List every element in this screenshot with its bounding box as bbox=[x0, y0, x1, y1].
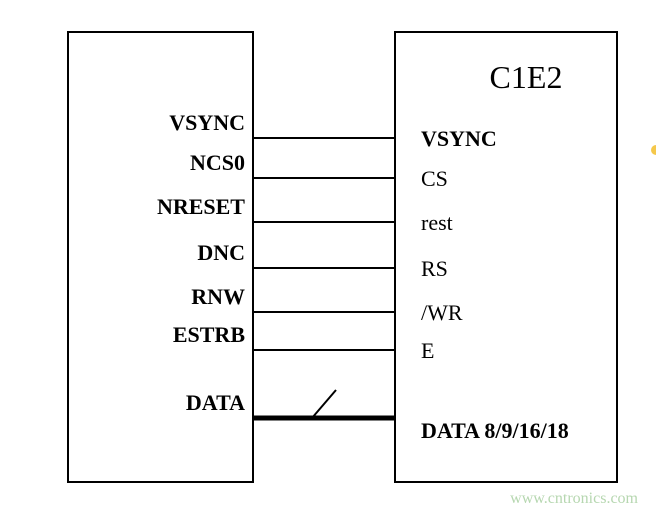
left-pin-label: RNW bbox=[191, 284, 245, 309]
right-pin-label: VSYNC bbox=[421, 126, 497, 151]
right-pin-label: rest bbox=[421, 210, 453, 235]
left-pin-label: VSYNC bbox=[169, 110, 245, 135]
watermark-text: www.cntronics.com bbox=[510, 490, 638, 507]
right-pin-label: /WR bbox=[421, 300, 463, 325]
right-pin-label: CS bbox=[421, 166, 448, 191]
right-pin-label: RS bbox=[421, 256, 448, 281]
left-pin-label: DNC bbox=[197, 240, 245, 265]
left-pin-label: ESTRB bbox=[173, 322, 245, 347]
left-pin-label: DATA bbox=[186, 390, 245, 415]
left-pin-label: NRESET bbox=[157, 194, 245, 219]
right-pin-label: DATA 8/9/16/18 bbox=[421, 418, 569, 443]
right-block-title: C1E2 bbox=[490, 59, 563, 95]
right-pin-label: E bbox=[421, 338, 434, 363]
left-pin-label: NCS0 bbox=[190, 150, 245, 175]
